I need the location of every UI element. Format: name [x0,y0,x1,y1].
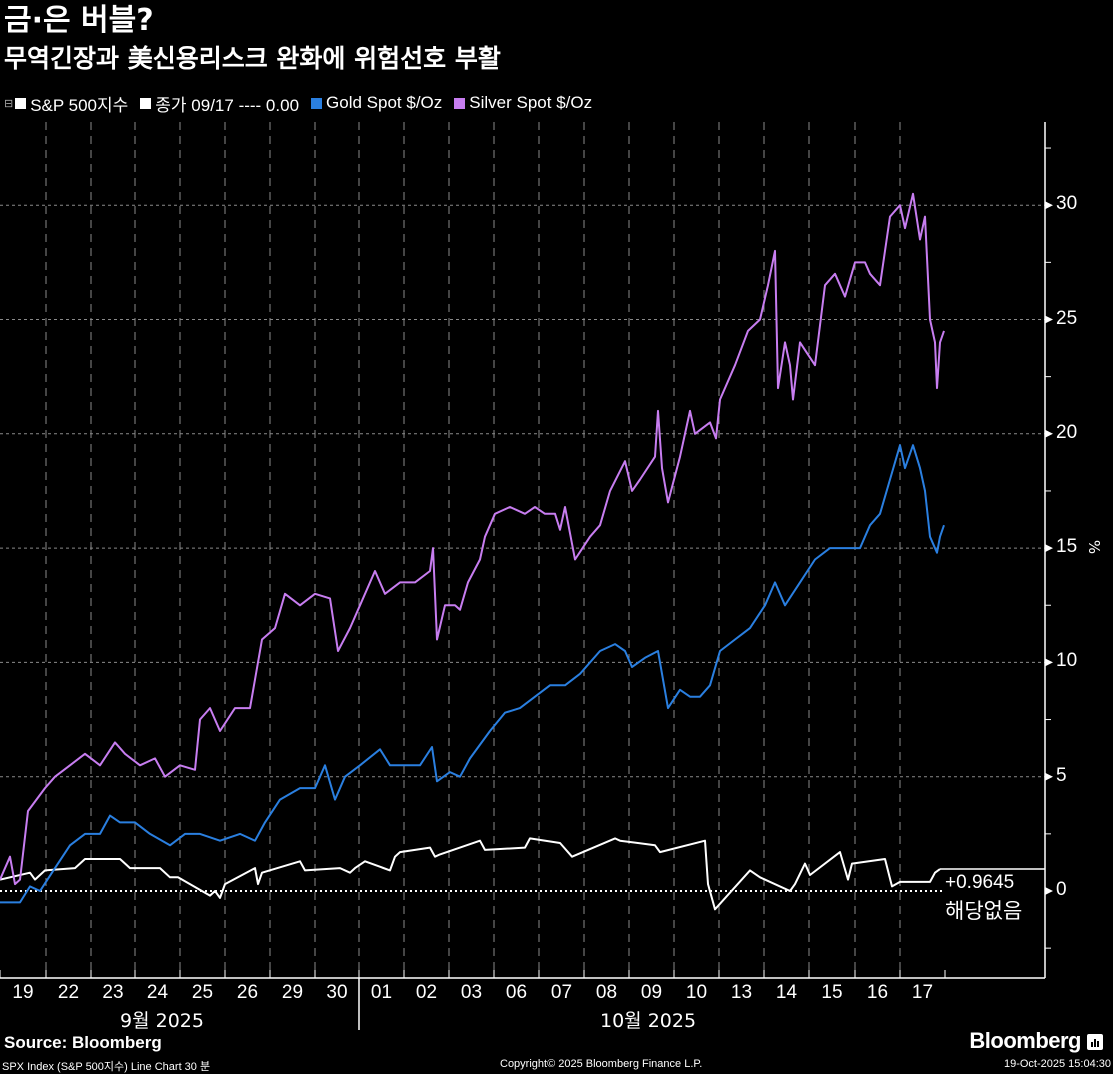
last-value-label: +0.9645 [945,872,1015,893]
x-tick-label: 07 [550,982,573,1003]
vertical-gridlines [45,122,901,978]
x-axis-ticks [0,970,946,978]
legend-item-silver[interactable]: Silver Spot $/Oz [454,93,592,113]
month-label-sep: 9월 2025 [120,1010,204,1032]
y-tick-label: 25 [1056,307,1078,329]
legend-swatch-silver [454,97,466,109]
x-tick-label: 13 [730,982,753,1003]
x-tick-label: 16 [866,982,889,1003]
x-tick-label: 22 [57,982,80,1003]
x-tick-label: 15 [821,982,843,1003]
legend-item-close[interactable]: 종가 09/17 ---- 0.00 [140,91,299,116]
y-tick-label: 5 [1056,764,1067,786]
bloomberg-logo: Bloomberg [969,1028,1081,1053]
x-tick-label: 30 [326,982,348,1003]
x-tick-label: 06 [505,982,528,1003]
x-tick-label: 03 [460,982,483,1003]
legend-label-gold: Gold Spot $/Oz [326,93,443,112]
y-tick-label: 15 [1056,536,1078,558]
chart-meta: SPX Index (S&P 500지수) Line Chart 30 분 [2,1061,211,1073]
pin-icon[interactable]: ⊟ [4,97,14,110]
x-tick-label: 17 [911,982,934,1003]
legend-label-close: 종가 09/17 ---- 0.00 [155,95,300,115]
chart-subtitle: 무역긴장과 美신용리스크 완화에 위험선호 부활 [4,44,501,73]
month-label-oct: 10월 2025 [600,1010,697,1032]
not-applicable-label: 해당없음 [945,899,1023,923]
copyright: Copyright© 2025 Bloomberg Finance L.P. [500,1058,703,1070]
x-tick-label: 23 [102,982,124,1003]
chart-title: 금·은 버블? [4,3,154,38]
legend-label-spx: S&P 500지수 [30,95,129,115]
timestamp: 19-Oct-2025 15:04:30 [1003,1058,1111,1070]
legend-label-silver: Silver Spot $/Oz [469,93,593,112]
legend-swatch-spx [15,97,27,109]
x-tick-label: 08 [595,982,618,1003]
x-tick-label: 02 [415,982,438,1003]
series-line [0,837,941,911]
horizontal-gridlines [0,204,1045,778]
x-tick-label: 19 [12,982,34,1003]
x-tick-label: 24 [146,982,169,1003]
x-tick-label: 01 [370,982,393,1003]
series-line [0,444,945,904]
x-tick-label: 26 [236,982,259,1003]
x-tick-label: 14 [775,982,798,1003]
y-tick-label: 10 [1056,650,1078,672]
x-tick-label: 10 [685,982,708,1003]
legend-swatch-close [140,97,152,109]
bloomberg-chart-icon [1087,1034,1103,1050]
y-axis-ticks [1045,147,1053,949]
x-tick-label: 25 [191,982,214,1003]
legend-item-spx[interactable]: S&P 500지수 [15,91,128,116]
source-label: Source: Bloomberg [4,1033,162,1052]
x-tick-label: 09 [640,982,663,1003]
x-tick-label: 29 [281,982,304,1003]
series-lines [0,192,945,911]
y-tick-label: 20 [1056,421,1078,443]
legend-item-gold[interactable]: Gold Spot $/Oz [311,93,442,113]
legend: ⊟ S&P 500지수 종가 09/17 ---- 0.00 Gold Spot… [4,91,604,116]
y-tick-label: 0 [1056,879,1067,900]
y-axis-unit: % [1085,539,1104,555]
legend-swatch-gold [311,97,323,109]
y-tick-label: 30 [1056,193,1078,215]
series-line [0,192,945,886]
